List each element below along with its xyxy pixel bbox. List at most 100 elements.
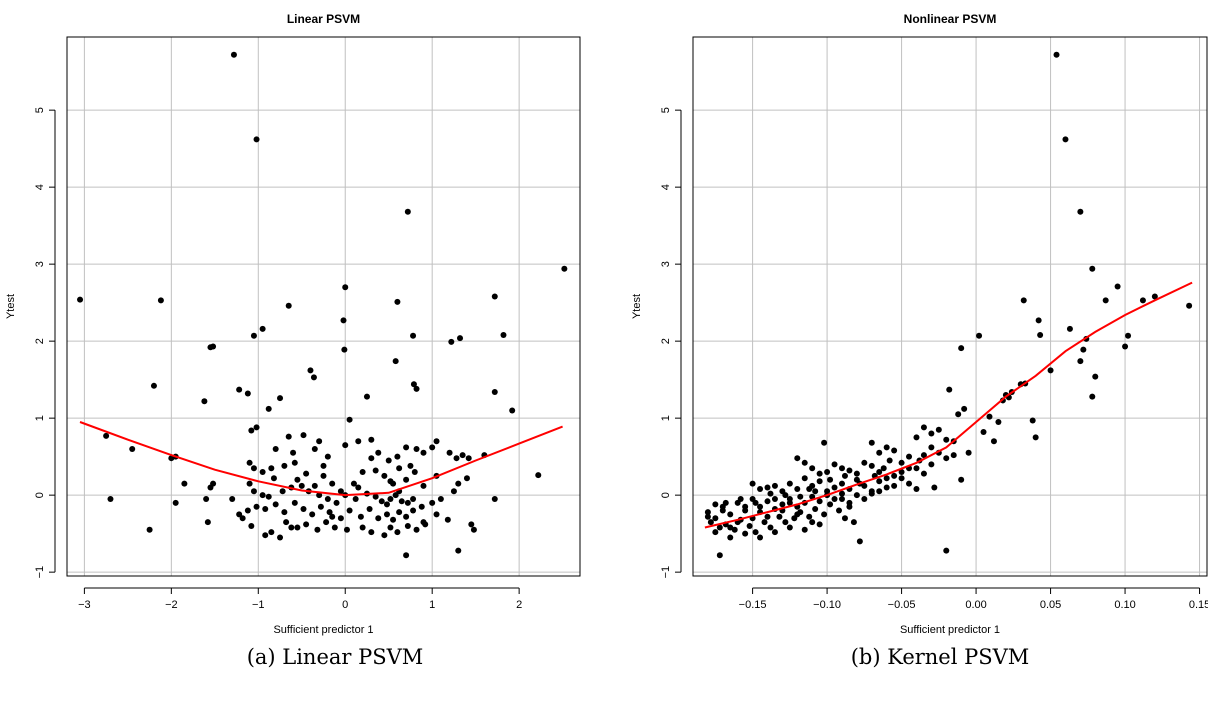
data-point (1151, 293, 1158, 300)
data-point (433, 511, 440, 518)
data-point (946, 386, 953, 393)
data-point (782, 492, 789, 499)
data-point (129, 445, 136, 452)
data-point (342, 442, 349, 449)
data-point (378, 498, 385, 505)
data-point (1139, 297, 1146, 304)
grid (67, 37, 580, 576)
data-point (455, 547, 462, 554)
data-point (172, 499, 179, 506)
data-point (270, 475, 277, 482)
data-point (394, 298, 401, 305)
data-point (719, 507, 726, 514)
data-point (836, 507, 843, 514)
data-point (891, 447, 898, 454)
y-tick-label: 5 (660, 107, 672, 113)
data-point (786, 524, 793, 531)
y-tick-label: 5 (34, 107, 46, 113)
data-point (1102, 297, 1109, 304)
data-point (1037, 331, 1044, 338)
data-point (986, 413, 993, 420)
data-point (343, 526, 350, 533)
data-point (331, 524, 338, 531)
data-point (392, 492, 399, 499)
x-tick-label: 1 (429, 599, 435, 611)
data-point (913, 465, 920, 472)
data-point (272, 445, 279, 452)
data-point (827, 501, 834, 508)
data-point (782, 519, 789, 526)
data-point (883, 444, 890, 451)
data-point (794, 485, 801, 492)
data-point (314, 526, 321, 533)
data-point (394, 453, 401, 460)
data-point (821, 511, 828, 518)
data-point (509, 407, 516, 414)
data-point (413, 526, 420, 533)
data-point (876, 449, 883, 456)
data-point (712, 501, 719, 508)
data-point (1092, 373, 1099, 380)
data-point (404, 208, 411, 215)
data-point (413, 445, 420, 452)
data-point (465, 455, 472, 462)
data-point (324, 496, 331, 502)
data-point (491, 388, 498, 395)
x-tick-label: 0.10 (1114, 599, 1135, 611)
data-point (856, 538, 863, 545)
data-point (368, 455, 375, 462)
data-point (880, 465, 887, 472)
data-point (757, 534, 764, 541)
data-point (359, 524, 366, 531)
data-point (824, 469, 831, 476)
data-point (470, 526, 477, 533)
data-point (786, 499, 793, 506)
data-point (429, 499, 436, 506)
y-tick-label: 3 (34, 261, 46, 267)
data-point (181, 480, 188, 487)
chart-title: Linear PSVM (287, 12, 360, 26)
data-point (809, 519, 816, 526)
data-point (210, 343, 217, 350)
data-point (337, 515, 344, 522)
data-point (340, 317, 347, 324)
plot-frame (66, 36, 581, 577)
data-point (385, 457, 392, 464)
data-point (943, 455, 950, 462)
data-point (392, 358, 399, 365)
data-point (935, 426, 942, 433)
data-point (943, 547, 950, 554)
x-tick-label: −0.10 (813, 599, 841, 611)
data-point (846, 503, 853, 510)
data-point (309, 511, 316, 518)
data-point (310, 374, 317, 381)
data-point (816, 478, 823, 485)
x-tick-label: −3 (78, 599, 91, 611)
data-point (337, 488, 344, 495)
data-point (1047, 367, 1054, 374)
data-point (898, 475, 905, 482)
data-point (403, 513, 410, 520)
data-point (368, 529, 375, 536)
data-point (883, 484, 890, 491)
data-point (920, 424, 927, 431)
data-point (771, 496, 778, 502)
data-point (861, 496, 868, 502)
data-point (950, 452, 957, 459)
data-point (383, 511, 390, 518)
data-point (806, 513, 813, 520)
x-tick-label: 0 (342, 599, 348, 611)
data-point (727, 534, 734, 541)
data-point (298, 482, 305, 489)
data-point (300, 506, 307, 513)
data-point (976, 332, 983, 339)
data-point (767, 490, 774, 497)
scatter-points (704, 51, 1193, 559)
data-point (712, 529, 719, 536)
data-point (433, 438, 440, 445)
data-point (1114, 283, 1121, 290)
data-point (390, 516, 397, 523)
data-point (727, 524, 734, 531)
data-point (767, 524, 774, 531)
data-point (203, 496, 210, 502)
